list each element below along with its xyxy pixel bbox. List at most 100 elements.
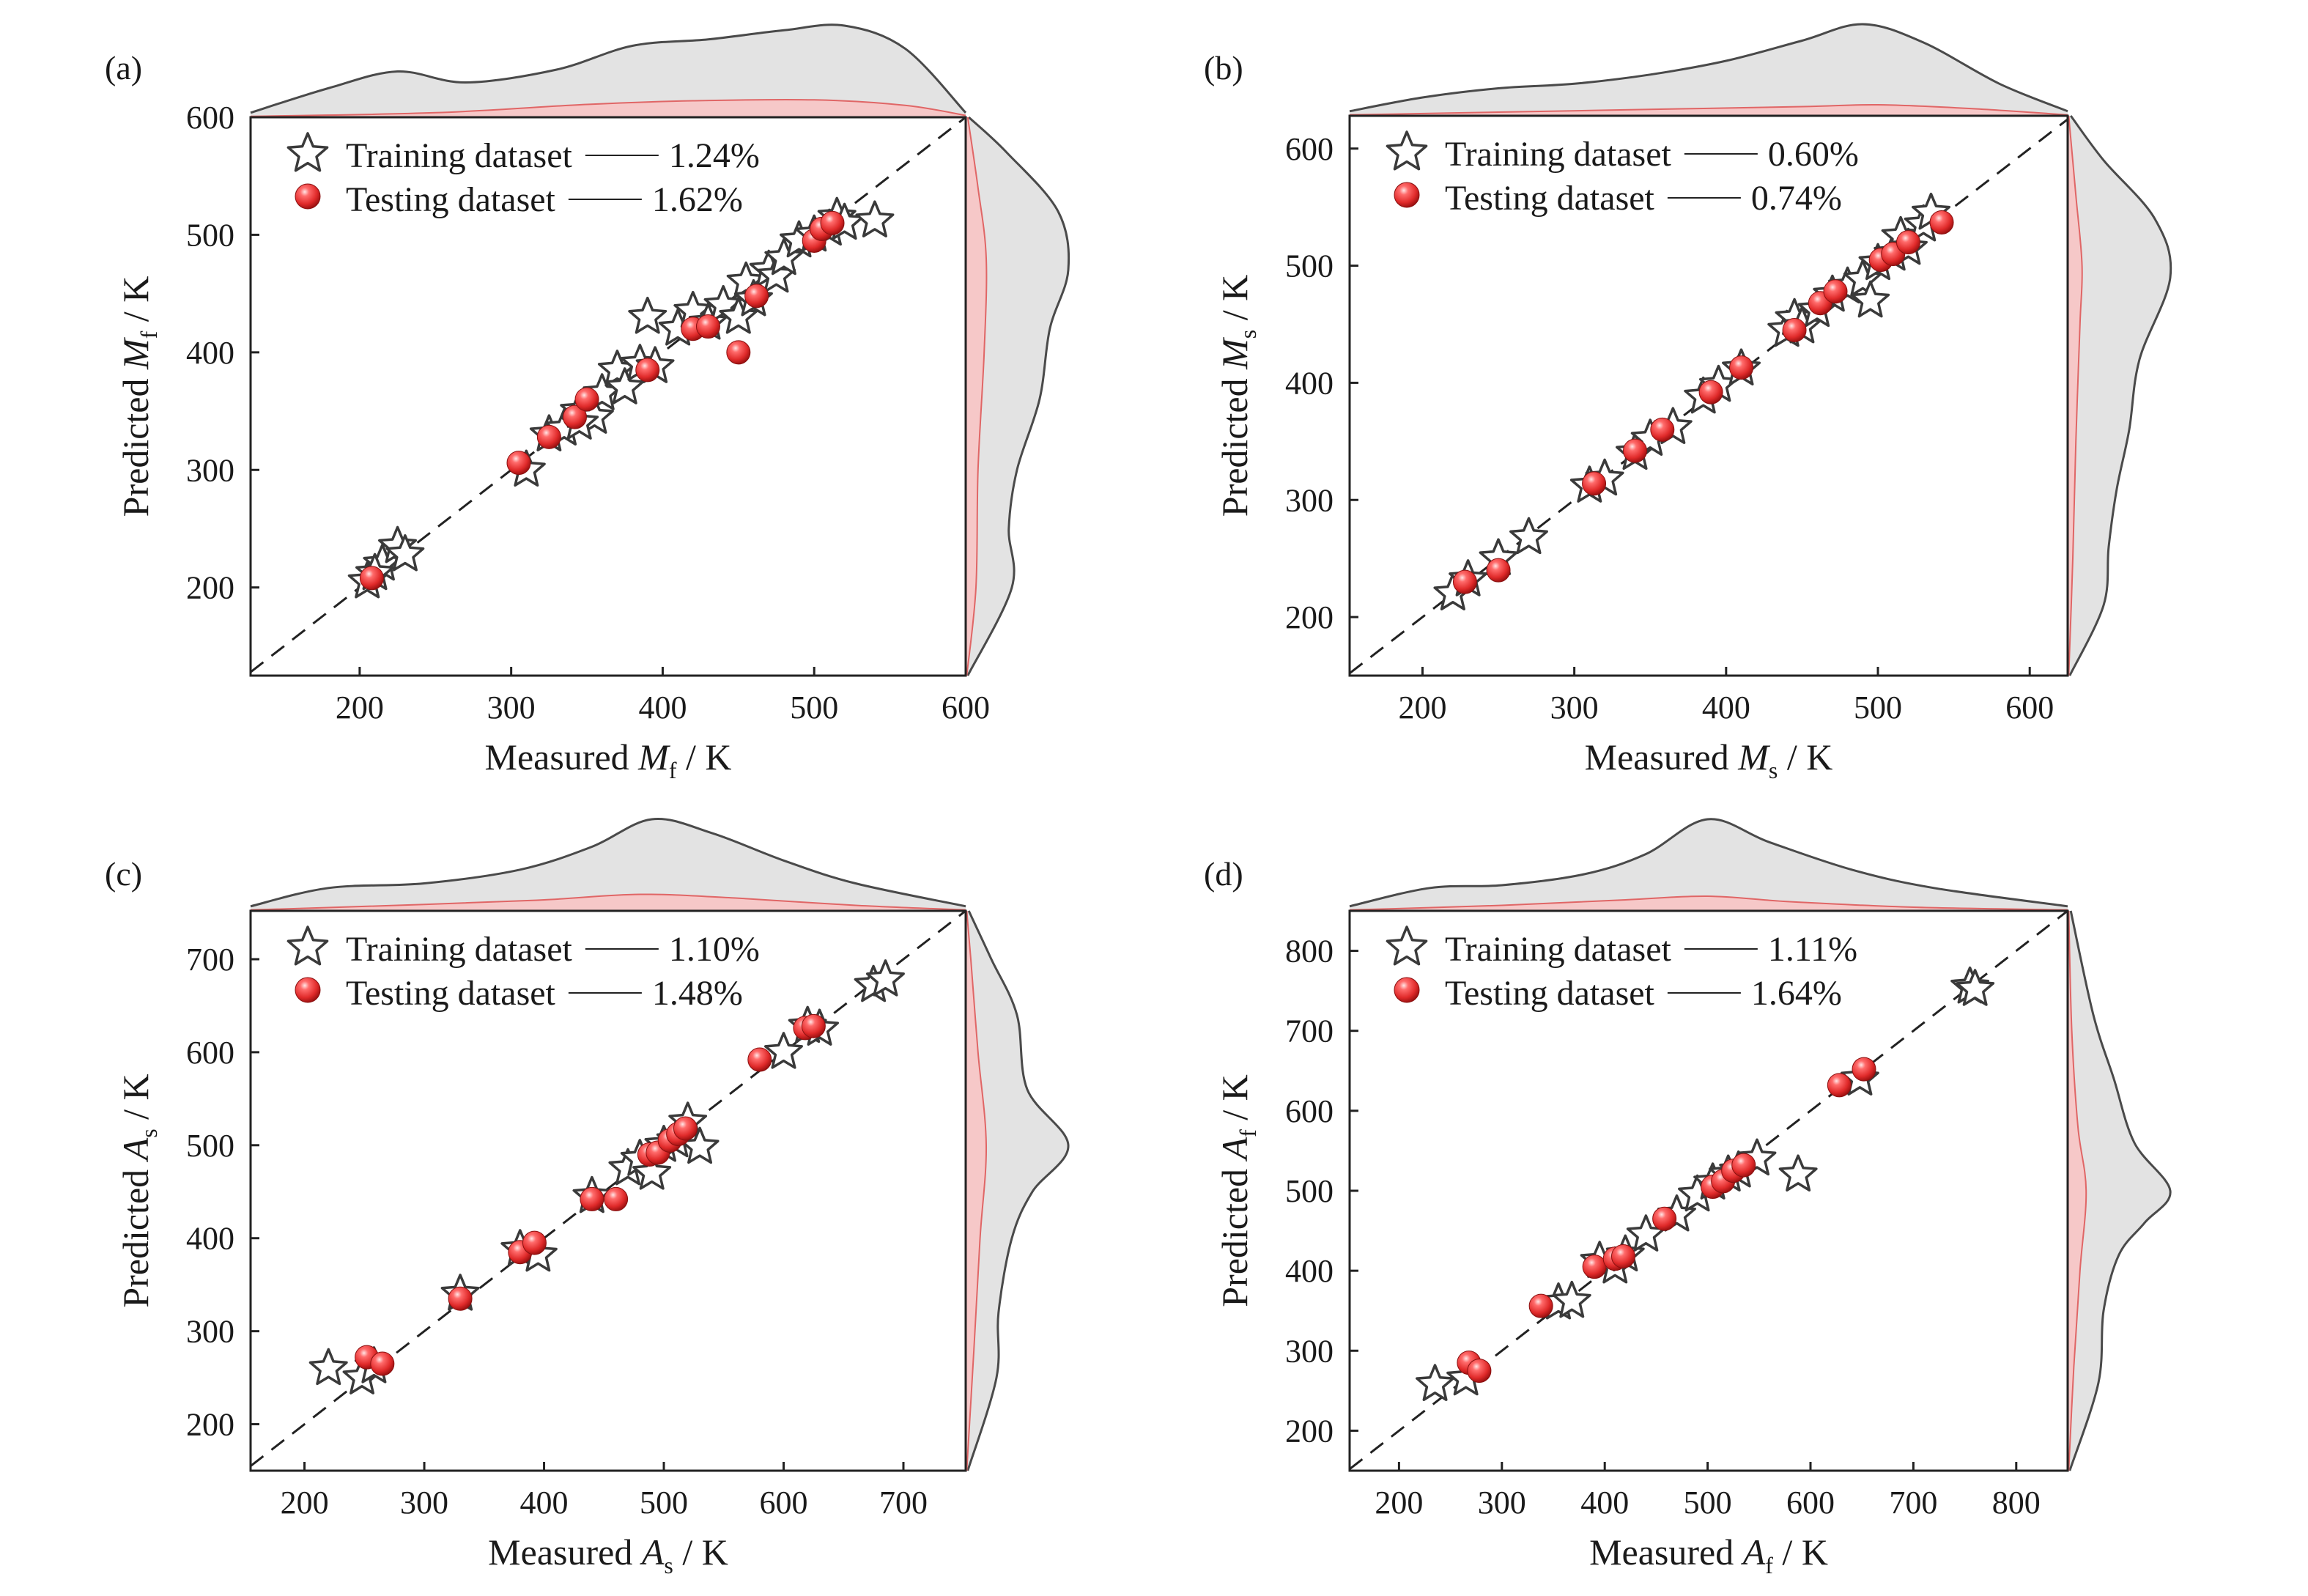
legend-training-label: Training dataset — [346, 136, 573, 175]
legend: Training dataset 1.11% Testing dataset 1.64… — [1386, 926, 1857, 1013]
legend-testing-marker — [1394, 182, 1420, 208]
legend-training-value: 1.11% — [1768, 930, 1857, 969]
y-tick-label: 200 — [1285, 599, 1334, 635]
training-point — [1851, 280, 1890, 318]
x-tick-label: 800 — [1992, 1485, 2041, 1521]
x-axis-label: Measured Ms / K — [1585, 736, 1833, 783]
training-point — [385, 534, 425, 572]
legend-testing-label: Testing dataset — [1445, 974, 1655, 1013]
marginal-right-testing-area — [966, 117, 987, 676]
legend-testing-marker — [1394, 977, 1420, 1003]
marginal-top-training-line — [1349, 23, 2068, 113]
marginal-top-training-line — [250, 23, 967, 114]
y-tick-label: 700 — [1285, 1013, 1334, 1049]
y-tick-label: 400 — [1285, 365, 1334, 401]
legend: Training dataset 1.24% Testing dataset 1.62… — [286, 132, 760, 219]
testing-point — [1486, 558, 1511, 583]
testing-point — [1852, 1057, 1876, 1082]
testing-point — [1782, 317, 1807, 342]
x-tick-label: 300 — [1550, 690, 1599, 725]
x-tick-label: 400 — [638, 690, 687, 725]
marginal-top-testing-line — [1349, 895, 2068, 911]
x-tick-label: 600 — [1786, 1485, 1835, 1521]
x-axis-label: Measured Mf / K — [485, 736, 732, 783]
legend-training-marker — [1386, 926, 1428, 966]
testing-point — [635, 358, 660, 383]
legend-training-value: 1.24% — [669, 136, 760, 175]
marginal-top-testing-line — [1349, 103, 2068, 116]
x-tick-label: 600 — [942, 690, 990, 725]
marginal-top-training-line — [250, 818, 966, 908]
x-tick-label: 700 — [1889, 1485, 1937, 1521]
legend-training-value: 0.60% — [1768, 135, 1859, 174]
testing-point — [359, 566, 384, 591]
testing-point — [1528, 1293, 1553, 1318]
y-axis-label: Predicted As / K — [115, 1074, 162, 1307]
y-tick-label: 300 — [186, 452, 234, 488]
x-tick-label: 500 — [1684, 1485, 1732, 1521]
x-tick-label: 200 — [1375, 1485, 1423, 1521]
x-tick-label: 500 — [640, 1485, 688, 1521]
x-tick-label: 200 — [1398, 690, 1446, 725]
panel-d: 200 300 400 500 600 700 800 200 300 400 500 600 700 8… — [1204, 818, 2172, 1578]
y-tick-label: 700 — [186, 942, 234, 978]
testing-point — [1895, 230, 1920, 255]
plot-frame — [1348, 114, 2069, 677]
testing-point — [1729, 355, 1754, 380]
testing-point — [506, 451, 531, 476]
panel-label: (a) — [105, 49, 142, 86]
x-tick-label: 400 — [1580, 1485, 1629, 1521]
y-tick-label: 400 — [186, 1221, 234, 1257]
marginal-top-training-area — [1350, 23, 2068, 116]
testing-point — [1652, 1206, 1677, 1231]
legend-training-label: Training dataset — [1445, 930, 1672, 969]
testing-point — [563, 404, 588, 429]
testing-point — [574, 387, 599, 412]
marginal-top-training-area — [251, 24, 966, 118]
testing-point — [448, 1286, 473, 1311]
y-tick-label: 300 — [186, 1314, 234, 1350]
y-axis-label: Predicted Ms / K — [1214, 275, 1261, 517]
panel-label: (d) — [1204, 855, 1243, 893]
marginal-right-training-area — [2068, 911, 2171, 1471]
testing-point — [1650, 417, 1675, 442]
legend-testing-marker — [295, 977, 321, 1003]
training-point — [1552, 1280, 1591, 1318]
x-axis-label: Measured As / K — [488, 1532, 728, 1578]
legend-testing-value: 1.48% — [652, 974, 743, 1013]
marginal-top-training-area — [251, 819, 966, 911]
y-tick-label: 500 — [1285, 248, 1334, 284]
testing-point — [695, 314, 720, 339]
x-tick-label: 500 — [1854, 690, 1902, 725]
marginal-top-testing-area — [251, 99, 966, 117]
plot-frame — [249, 116, 967, 677]
testing-point — [522, 1230, 547, 1255]
testing-point — [726, 340, 751, 365]
marginal-top-training-line — [1349, 818, 2068, 908]
legend-training-marker — [286, 926, 329, 966]
marginal-right-training-line — [966, 910, 1070, 1471]
legend-training-marker — [1386, 130, 1428, 171]
marginal-top-training-area — [1350, 819, 2068, 911]
marginal-right-training-area — [966, 911, 1069, 1471]
training-point — [308, 1348, 348, 1386]
x-axis-label: Measured Af / K — [1589, 1532, 1828, 1578]
testing-point — [580, 1186, 604, 1211]
x-tick-label: 700 — [879, 1485, 928, 1521]
y-axis-label: Predicted Mf / K — [115, 276, 162, 517]
marginal-top-testing-area — [1350, 104, 2068, 116]
x-tick-label: 200 — [281, 1485, 329, 1521]
y-tick-label: 300 — [1285, 482, 1334, 518]
marginal-right-testing-line — [2068, 115, 2083, 676]
training-point — [764, 1032, 803, 1069]
testing-point — [1623, 438, 1648, 463]
legend-training-value: 1.10% — [669, 930, 760, 969]
y-tick-label: 500 — [186, 217, 234, 253]
y-tick-label: 600 — [186, 100, 234, 136]
testing-point — [1698, 380, 1723, 404]
legend-testing-value: 1.64% — [1751, 974, 1842, 1013]
x-tick-label: 600 — [2005, 690, 2054, 725]
training-point — [1509, 517, 1548, 555]
x-tick-label: 400 — [1702, 690, 1750, 725]
